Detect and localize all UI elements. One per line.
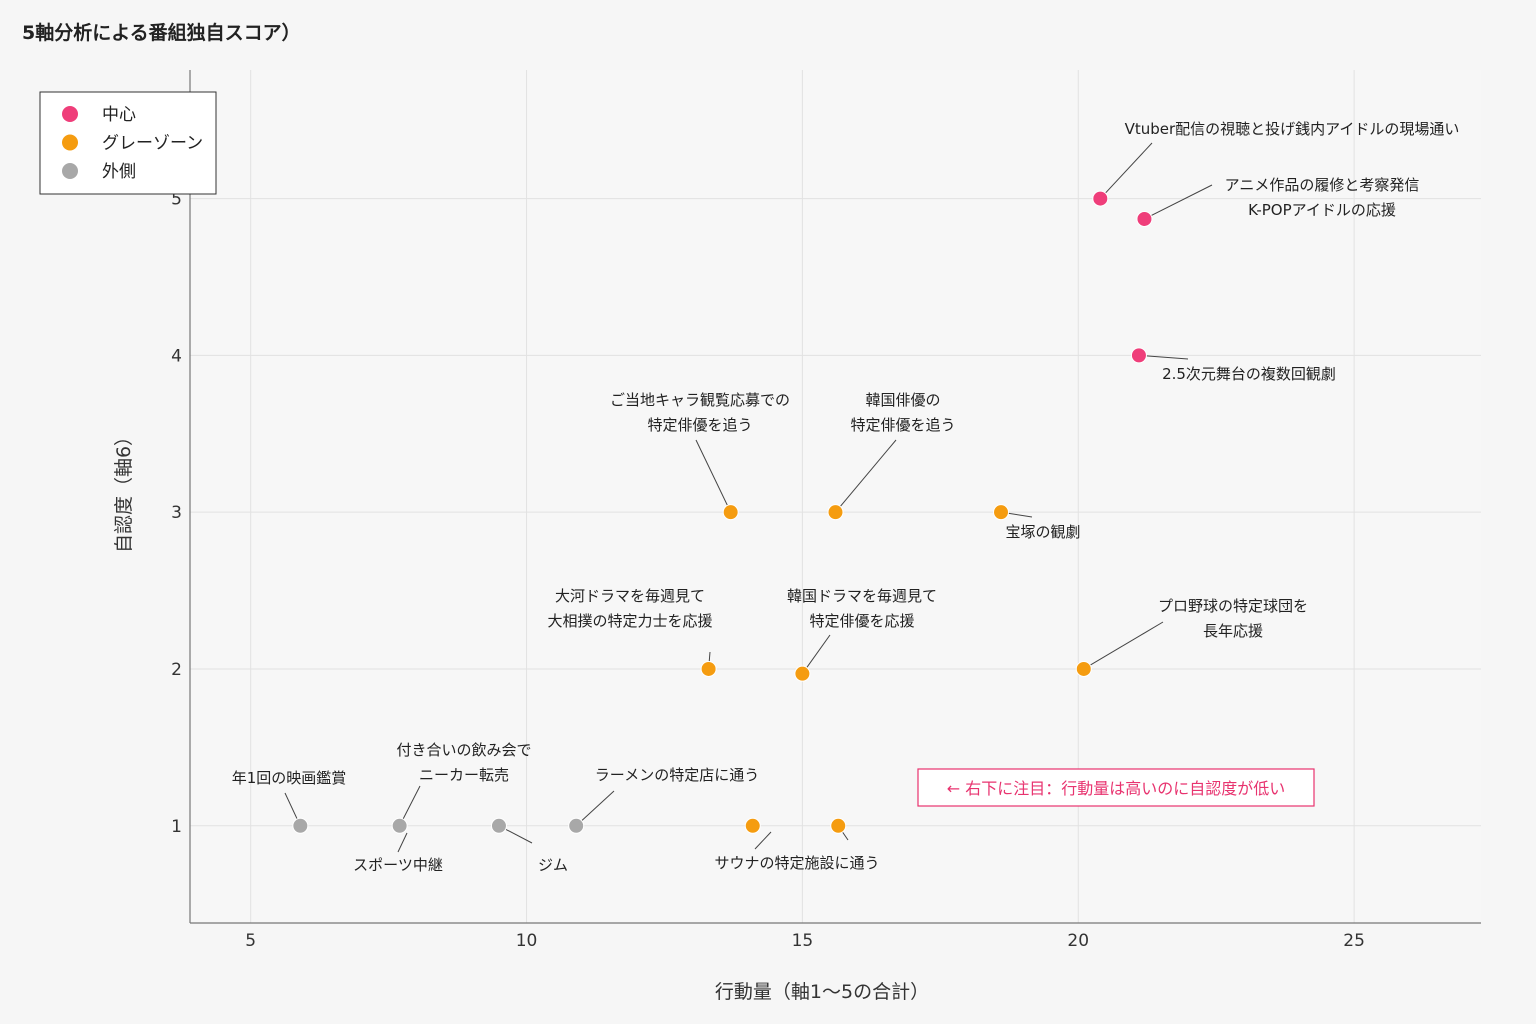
x-tick-label: 10	[516, 931, 538, 951]
point-label: スポーツ中継	[353, 856, 443, 874]
legend-label: 外側	[102, 162, 136, 182]
data-point-中心	[1136, 210, 1153, 227]
data-point-グレーゾーン	[744, 817, 761, 834]
y-tick-label: 5	[171, 190, 182, 210]
legend-marker	[62, 163, 78, 179]
data-point-グレーゾーン	[722, 504, 739, 521]
x-axis-title: 行動量（軸1〜5の合計）	[715, 981, 929, 1003]
chart-title: 5軸分析による番組独自スコア）	[22, 22, 301, 44]
data-points	[292, 190, 1153, 834]
leader-line	[575, 790, 615, 827]
leader-line	[754, 831, 772, 850]
legend-label: 中心	[102, 105, 136, 125]
legend-marker	[62, 134, 78, 151]
data-point-外側	[568, 817, 585, 834]
y-tick-label: 3	[171, 503, 182, 523]
data-point-グレーゾーン	[794, 665, 811, 682]
annotation-box	[917, 768, 1315, 807]
x-tick-label: 20	[1067, 931, 1089, 951]
point-label: 韓国ドラマを毎週見て特定俳優を応援	[787, 587, 937, 630]
axes	[189, 70, 1481, 924]
point-label: Vtuber配信の視聴と投げ銭内アイドルの現場通い	[1125, 120, 1460, 138]
point-label: アニメ作品の履修と考察発信 K-POPアイドルの応援	[1225, 176, 1420, 219]
leader-line	[1138, 354, 1189, 360]
point-label: ご当地キャラ観覧応募での特定俳優を追う	[610, 391, 790, 434]
point-label: プロ野球の特定球団を長年応援	[1158, 597, 1308, 640]
point-label: 年1回の映画鑑賞	[232, 769, 347, 787]
data-point-グレーゾーン	[1075, 660, 1092, 677]
data-point-グレーゾーン	[993, 504, 1010, 521]
leader-line	[695, 439, 732, 513]
point-label: 韓国俳優の特定俳優を追う	[850, 391, 955, 434]
data-point-中心	[1130, 347, 1147, 364]
point-label: 2.5次元舞台の複数回観劇	[1162, 365, 1336, 383]
leader-line	[397, 832, 408, 853]
data-point-グレーゾーン	[700, 660, 717, 677]
leader-line	[1144, 184, 1213, 220]
leader-line	[1099, 142, 1153, 199]
leader-line	[1083, 621, 1164, 670]
y-tick-label: 1	[171, 817, 182, 837]
tick-labels: 5 10 15 20 25 1 2 3 4 5	[171, 190, 1365, 951]
point-label: 大河ドラマを毎週見て大相撲の特定力士を応援	[547, 587, 712, 630]
legend-marker	[62, 106, 78, 122]
y-tick-label: 4	[171, 346, 182, 366]
data-point-外側	[490, 817, 507, 834]
point-label: サウナの特定施設に通う	[714, 854, 879, 872]
x-tick-label: 5	[245, 931, 256, 951]
data-point-グレーゾーン	[830, 817, 847, 834]
point-label: ラーメンの特定店に通う	[595, 766, 759, 784]
annotation: ← 右下に注目：行動量は高いのに自認度が低い	[917, 768, 1315, 807]
y-axis-title: 自認度（軸6）	[113, 427, 135, 553]
data-point-外側	[292, 817, 309, 834]
annotation-text: ← 右下に注目：行動量は高いのに自認度が低い	[947, 779, 1286, 798]
legend-label: グレーゾーン	[102, 134, 203, 154]
point-label: 付き合いの飲み会でニーカー転売	[396, 741, 531, 784]
point-label: 宝塚の観劇	[1005, 523, 1080, 541]
data-point-グレーゾーン	[827, 504, 844, 521]
x-tick-label: 25	[1343, 931, 1365, 951]
x-tick-label: 15	[792, 931, 814, 951]
leader-line	[835, 439, 897, 513]
y-tick-label: 2	[171, 660, 182, 680]
data-point-中心	[1092, 190, 1109, 207]
point-label: ジム	[538, 856, 568, 874]
data-point-外側	[391, 817, 408, 834]
